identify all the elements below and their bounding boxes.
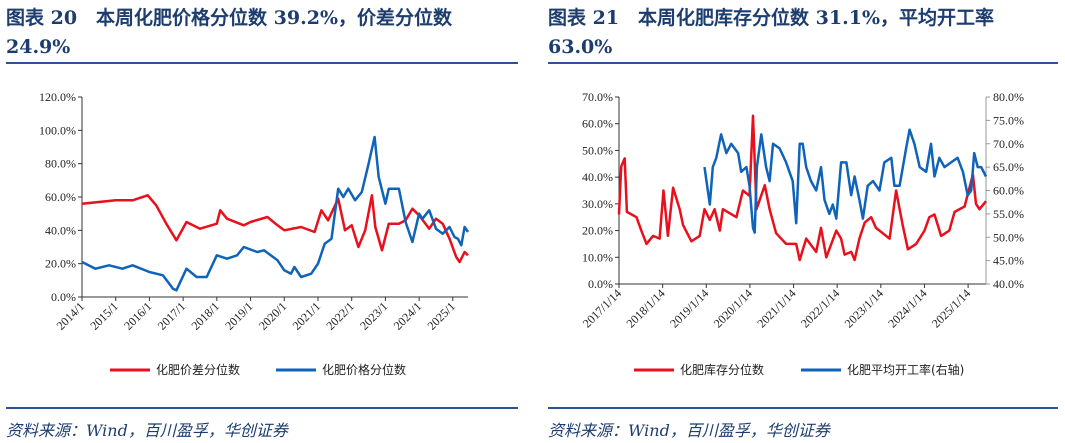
y2-tick-label: 60.0% [993, 184, 1024, 198]
series-line-1 [703, 128, 988, 234]
y-tick-label: 0.0% [51, 290, 76, 304]
right-title-rule [548, 62, 1058, 64]
y2-tick-label: 40.0% [993, 277, 1024, 291]
x-tick-label: 2024/1/14 [885, 286, 929, 330]
x-tick-label: 2018/1/14 [623, 286, 667, 330]
y-tick-label: 10.0% [582, 250, 613, 264]
left-title-rule [6, 62, 518, 64]
series-line-0 [81, 194, 469, 264]
x-tick-label: 2022/1/14 [798, 286, 842, 330]
right-chart: 0.0% 10.0% 20.0% 30.0% 40.0% 50.0% 60.0% 70.0% 4… [580, 90, 1024, 377]
x-tick-label: 2023/1/14 [842, 286, 886, 330]
right-footer-rule [548, 407, 1058, 409]
y-tick-label: 80.0% [45, 157, 76, 171]
y-tick-label: 40.0% [45, 223, 76, 237]
y2-tick-label: 70.0% [993, 137, 1024, 151]
x-tick-label: 2025/1/14 [929, 286, 973, 330]
y-tick-label: 120.0% [39, 90, 76, 104]
legend-label-0: 化肥库存分位数 [680, 362, 764, 377]
series-line-0 [617, 114, 987, 262]
x-tick-label: 2021/1/14 [754, 286, 798, 330]
x-tick-label: 2020/1/14 [711, 286, 755, 330]
legend-label-1: 化肥价格分位数 [322, 362, 406, 377]
left-source: 资料来源：Wind，百川盈孚，华创证券 [6, 421, 288, 440]
x-tick-label: 2019/1/14 [667, 286, 711, 330]
y-tick-label: 50.0% [582, 143, 613, 157]
left-chart-title: 图表 20 本周化肥价格分位数 39.2%，价差分位数 24.9% [6, 7, 453, 58]
y2-tick-label: 50.0% [993, 230, 1024, 244]
x-tick-label: 2017/1/14 [580, 286, 624, 330]
y2-tick-label: 80.0% [993, 90, 1024, 104]
y-tick-label: 30.0% [582, 197, 613, 211]
y2-tick-label: 65.0% [993, 160, 1024, 174]
y-tick-label: 20.0% [582, 224, 613, 238]
left-chart: 0.0%20.0%40.0%60.0%80.0%100.0%120.0%2014… [39, 90, 470, 377]
y2-tick-label: 55.0% [993, 207, 1024, 221]
y-tick-label: 100.0% [39, 123, 76, 137]
right-source: 资料来源：Wind，百川盈孚，华创证券 [548, 421, 830, 440]
legend-label-0: 化肥价差分位数 [156, 362, 240, 377]
y-tick-label: 60.0% [582, 117, 613, 131]
y-tick-label: 40.0% [582, 170, 613, 184]
y-tick-label: 0.0% [588, 277, 613, 291]
right-chart-title: 图表 21 本周化肥库存分位数 31.1%，平均开工率 63.0% [548, 7, 995, 58]
y2-tick-label: 75.0% [993, 113, 1024, 127]
y-tick-label: 70.0% [582, 90, 613, 104]
y-tick-label: 60.0% [45, 190, 76, 204]
series-line-1 [81, 135, 470, 292]
y-tick-label: 20.0% [45, 257, 76, 271]
y2-tick-label: 45.0% [993, 254, 1024, 268]
legend-label-1: 化肥平均开工率(右轴) [847, 362, 964, 377]
left-footer-rule [6, 407, 518, 409]
